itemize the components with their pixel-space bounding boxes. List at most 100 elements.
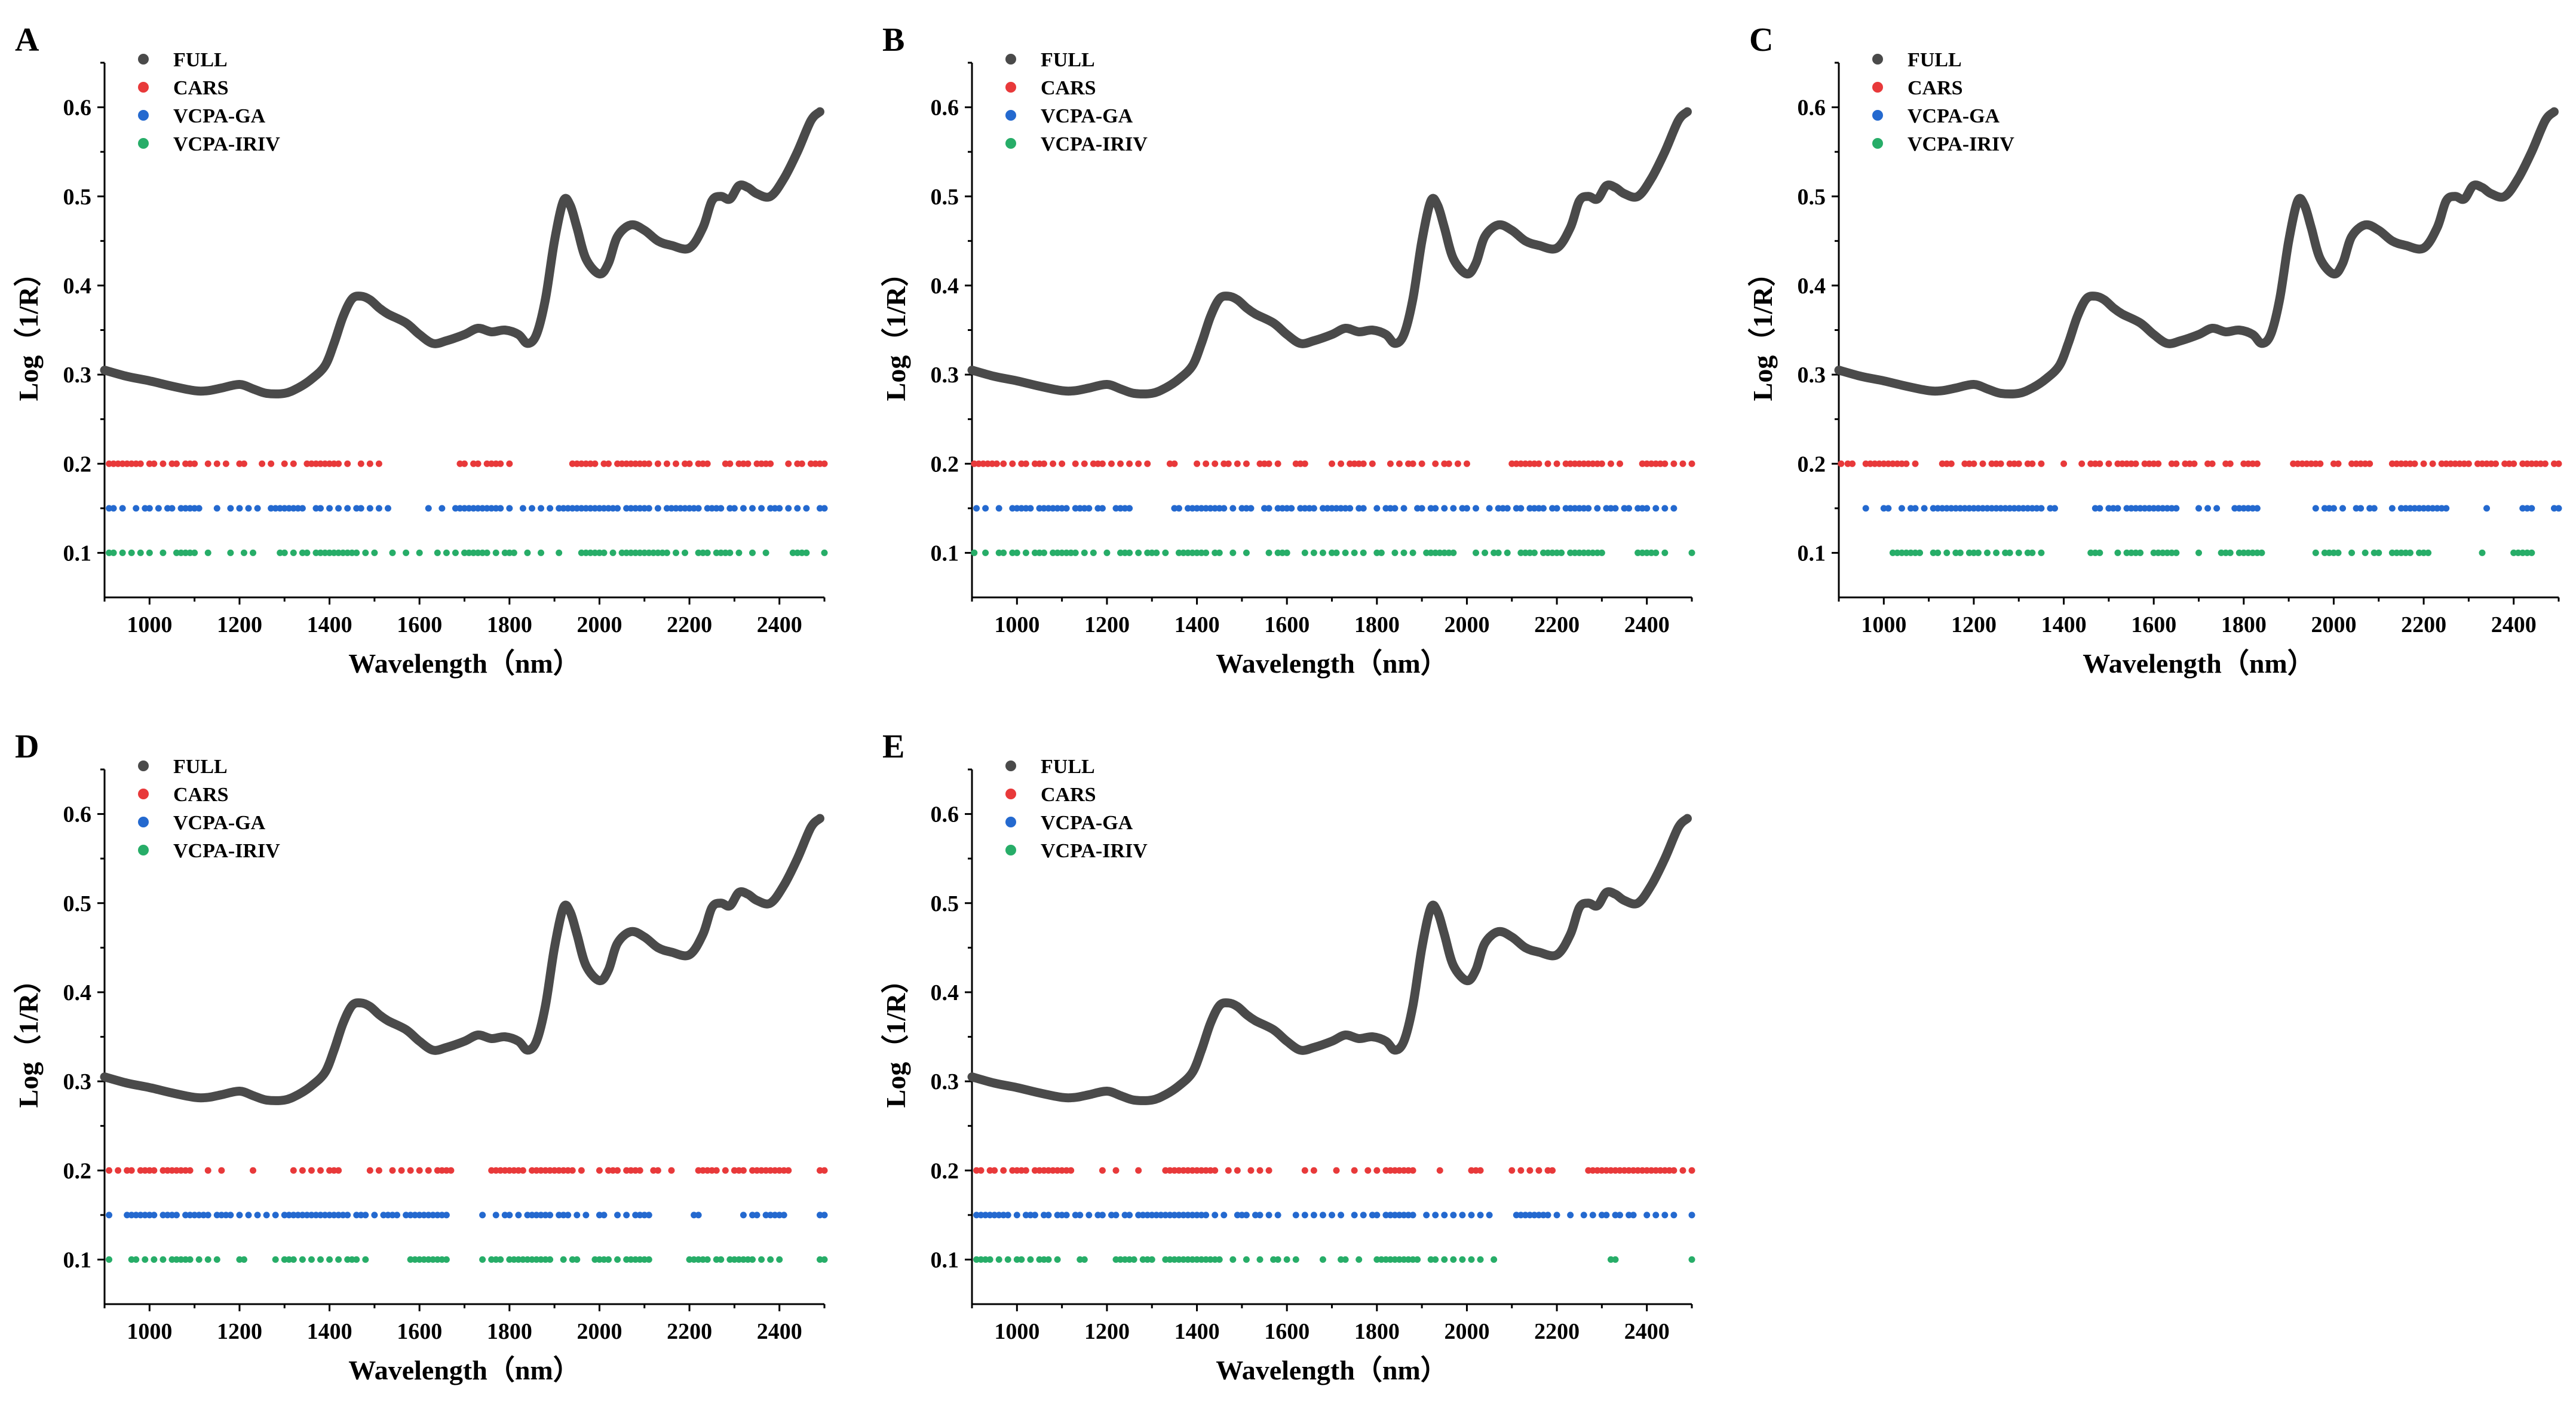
point-cars — [1247, 1167, 1255, 1174]
point-vcpa-iriv — [1126, 549, 1133, 556]
point-vcpa-ga — [222, 1212, 229, 1219]
point-cars — [1274, 460, 1281, 467]
point-cars — [2420, 460, 2427, 467]
point-vcpa-ga — [565, 505, 572, 512]
point-vcpa-ga — [191, 505, 198, 512]
point-cars — [2303, 460, 2310, 467]
point-cars — [1589, 460, 1596, 467]
point-vcpa-ga — [2434, 505, 2441, 512]
point-cars — [1652, 1167, 1660, 1174]
point-vcpa-ga — [195, 505, 203, 512]
point-vcpa-iriv — [303, 549, 311, 556]
point-vcpa-iriv — [1912, 549, 1919, 556]
point-vcpa-ga — [218, 1212, 225, 1219]
point-vcpa-ga — [128, 1212, 135, 1219]
point-vcpa-ga — [1288, 505, 1295, 512]
y-tick-label: 0.5 — [63, 891, 92, 916]
point-vcpa-ga — [1234, 1212, 1241, 1219]
point-vcpa-iriv — [1382, 1256, 1390, 1263]
point-vcpa-ga — [245, 1212, 252, 1219]
point-vcpa-iriv — [654, 549, 661, 556]
full-spectrum-curve — [1834, 107, 2559, 398]
point-cars — [1292, 460, 1299, 467]
point-cars — [551, 1167, 558, 1174]
point-vcpa-ga — [2159, 505, 2166, 512]
point-vcpa-iriv — [2393, 549, 2400, 556]
point-vcpa-ga — [1185, 505, 1191, 512]
point-vcpa-ga — [600, 1212, 608, 1219]
point-vcpa-ga — [1329, 505, 1335, 512]
legend-item-vcpa-ga: VCPA-GA — [1005, 105, 1133, 127]
series-vcpa-iriv — [1889, 549, 2535, 556]
legend-marker — [1005, 138, 1016, 149]
point-vcpa-iriv — [335, 549, 342, 556]
point-cars — [2519, 460, 2526, 467]
point-cars — [1607, 1167, 1614, 1174]
legend-item-full: FULL — [1872, 49, 1962, 71]
point-vcpa-ga — [1274, 1212, 1281, 1219]
point-cars — [182, 1167, 189, 1174]
point-vcpa-iriv — [1531, 549, 1538, 556]
point-vcpa-iriv — [1974, 549, 1982, 556]
y-tick-label: 0.6 — [63, 96, 92, 121]
point-vcpa-iriv — [1121, 1256, 1128, 1263]
point-cars — [1688, 460, 1695, 467]
point-vcpa-ga — [1423, 1212, 1430, 1219]
point-cars — [1468, 1167, 1475, 1174]
legend-label: FULL — [1041, 49, 1095, 71]
point-vcpa-ga — [443, 1212, 450, 1219]
point-vcpa-ga — [528, 1212, 535, 1219]
point-cars — [1072, 460, 1079, 467]
point-vcpa-ga — [704, 505, 711, 512]
point-vcpa-ga — [263, 1212, 270, 1219]
point-vcpa-ga — [686, 505, 693, 512]
point-vcpa-ga — [1351, 1212, 1358, 1219]
point-vcpa-ga — [995, 505, 1002, 512]
point-vcpa-ga — [632, 1212, 639, 1219]
point-vcpa-ga — [1194, 1212, 1201, 1219]
x-tick-label: 2000 — [576, 612, 622, 637]
point-vcpa-iriv — [1477, 1256, 1484, 1263]
point-vcpa-ga — [1463, 505, 1470, 512]
x-tick-label: 2200 — [667, 612, 712, 637]
point-vcpa-iriv — [1473, 549, 1479, 556]
y-tick-label: 0.3 — [931, 1069, 959, 1094]
point-vcpa-iriv — [312, 549, 320, 556]
point-vcpa-ga — [168, 505, 176, 512]
point-vcpa-ga — [146, 505, 153, 512]
point-cars — [2483, 460, 2490, 467]
point-vcpa-iriv — [1036, 549, 1043, 556]
point-vcpa-iriv — [1378, 1256, 1385, 1263]
x-tick-label: 2400 — [1624, 1319, 1670, 1344]
point-vcpa-ga — [1045, 1212, 1052, 1219]
point-vcpa-ga — [430, 1212, 437, 1219]
point-cars — [1203, 1167, 1210, 1174]
point-vcpa-ga — [1387, 1212, 1394, 1219]
point-cars — [119, 460, 126, 467]
point-vcpa-iriv — [240, 1256, 247, 1263]
point-vcpa-iriv — [173, 1256, 180, 1263]
point-cars — [1198, 1167, 1205, 1174]
point-vcpa-iriv — [1121, 549, 1128, 556]
x-tick-label: 2000 — [2311, 612, 2356, 637]
point-vcpa-iriv — [2528, 549, 2535, 556]
point-vcpa-iriv — [191, 549, 198, 556]
point-cars — [416, 1167, 423, 1174]
point-vcpa-ga — [2397, 505, 2405, 512]
point-vcpa-ga — [767, 1212, 774, 1219]
point-vcpa-iriv — [506, 1256, 513, 1263]
point-vcpa-iriv — [1468, 1256, 1475, 1263]
point-vcpa-iriv — [2249, 549, 2256, 556]
point-vcpa-ga — [227, 505, 234, 512]
point-vcpa-ga — [1077, 1212, 1084, 1219]
point-vcpa-ga — [2047, 505, 2054, 512]
point-cars — [1117, 460, 1124, 467]
point-vcpa-ga — [1885, 505, 1892, 512]
point-cars — [2290, 460, 2297, 467]
point-vcpa-ga — [1013, 1212, 1020, 1219]
point-vcpa-ga — [632, 505, 639, 512]
point-vcpa-iriv — [474, 549, 482, 556]
legend-marker — [138, 817, 149, 827]
point-vcpa-ga — [1405, 1212, 1412, 1219]
point-cars — [2132, 460, 2139, 467]
